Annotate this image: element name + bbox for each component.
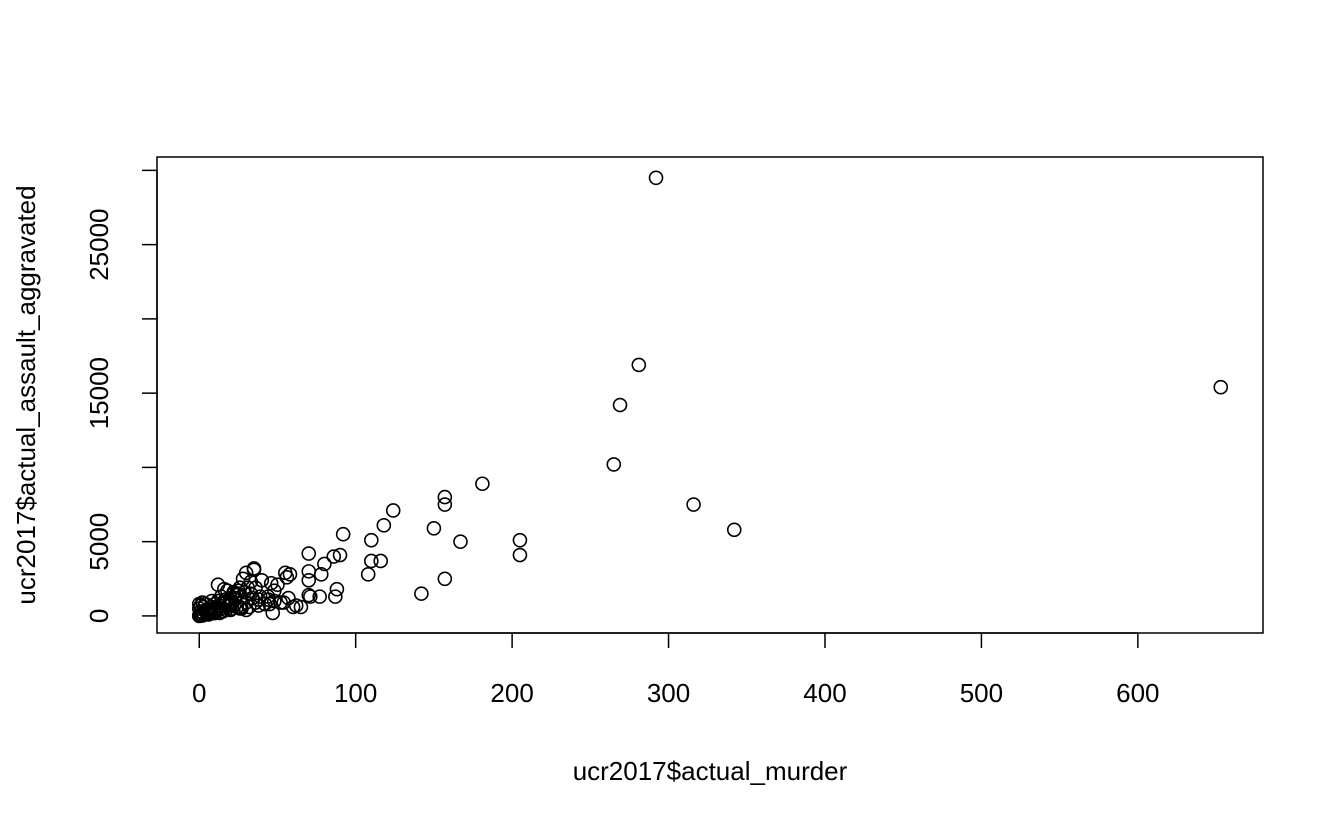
data-points xyxy=(191,170,1229,624)
y-tick-label: 0 xyxy=(84,609,114,623)
data-point xyxy=(251,598,266,613)
data-point xyxy=(360,567,376,582)
data-point xyxy=(301,587,317,603)
data-point xyxy=(329,581,345,597)
x-axis-label: ucr2017$actual_murder xyxy=(573,756,848,786)
data-point xyxy=(437,571,453,587)
data-point xyxy=(226,584,241,600)
data-point xyxy=(512,547,528,563)
plot-frame xyxy=(156,156,1264,634)
data-point xyxy=(364,532,379,548)
data-point xyxy=(257,596,273,612)
data-point xyxy=(224,601,240,616)
data-point xyxy=(1213,379,1229,395)
data-point xyxy=(414,586,429,601)
y-tick-label: 15000 xyxy=(84,357,114,429)
y-tick-label: 5000 xyxy=(84,513,114,571)
data-point xyxy=(612,397,628,413)
x-tick-label: 100 xyxy=(334,678,377,708)
data-point xyxy=(288,598,304,613)
data-point xyxy=(252,589,268,604)
data-point xyxy=(426,520,442,536)
data-point xyxy=(437,497,453,512)
x-tick-label: 400 xyxy=(803,678,846,708)
data-point xyxy=(631,357,647,373)
data-point xyxy=(648,170,664,186)
data-point xyxy=(207,605,223,621)
data-point xyxy=(232,601,248,616)
data-point xyxy=(335,526,351,542)
data-point xyxy=(326,549,342,564)
data-point xyxy=(282,567,298,582)
data-point xyxy=(301,564,317,579)
x-tick-label: 500 xyxy=(960,678,1003,708)
data-point xyxy=(475,476,490,492)
data-point xyxy=(686,497,701,512)
x-tick-label: 0 xyxy=(192,678,206,708)
data-point xyxy=(301,572,317,588)
x-tick-label: 300 xyxy=(647,678,690,708)
data-point xyxy=(726,522,742,538)
x-tick-label: 600 xyxy=(1116,678,1159,708)
x-tick-label: 200 xyxy=(490,678,533,708)
data-point xyxy=(332,547,348,563)
x-axis: 0 100 200 300 400 500 600 xyxy=(192,632,1160,708)
data-point xyxy=(453,534,468,549)
data-point xyxy=(312,589,327,604)
data-point xyxy=(263,575,279,591)
data-point xyxy=(281,590,296,606)
data-point xyxy=(373,553,389,569)
y-tick-label: 25000 xyxy=(84,208,114,280)
data-point xyxy=(437,489,453,505)
data-point xyxy=(262,596,277,612)
data-point xyxy=(512,532,528,548)
data-point xyxy=(241,599,257,615)
data-point xyxy=(376,518,392,533)
y-axis-label: ucr2017$actual_assault_aggravated xyxy=(11,185,41,604)
data-point xyxy=(328,589,343,604)
data-point xyxy=(364,553,379,569)
data-point xyxy=(265,605,281,621)
data-point xyxy=(223,602,238,618)
data-point xyxy=(385,503,401,518)
data-point xyxy=(303,589,318,604)
data-point xyxy=(301,546,317,561)
y-axis: 0 5000 15000 25000 xyxy=(84,169,158,623)
data-point xyxy=(213,604,229,619)
data-point xyxy=(317,556,332,572)
data-point xyxy=(220,583,235,598)
data-point xyxy=(606,457,622,472)
data-point xyxy=(279,570,295,585)
data-point xyxy=(243,574,259,590)
